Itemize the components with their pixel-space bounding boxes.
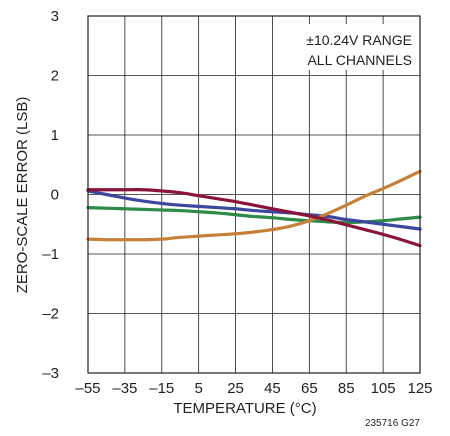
y-tick-label: 0 <box>51 187 59 204</box>
y-tick-labels: 3 2 1 0 –1 –2 –3 <box>42 8 59 382</box>
x-tick-label: –55 <box>75 380 100 397</box>
x-tick-label: 65 <box>301 380 318 397</box>
series-line-1 <box>86 189 422 231</box>
y-tick-label: 2 <box>51 68 59 85</box>
x-tick-label: –15 <box>149 380 174 397</box>
x-axis-title: TEMPERATURE (°C) <box>173 400 316 417</box>
y-tick-label: –2 <box>42 306 59 323</box>
figure-code: 235716 G27 <box>365 418 420 429</box>
x-tick-label: 125 <box>407 380 432 397</box>
y-axis-title: ZERO-SCALE ERROR (LSB) <box>14 97 31 294</box>
annotation-backdrop <box>275 24 415 70</box>
x-tick-label: –35 <box>112 380 137 397</box>
x-tick-labels: –55 –35 –15 5 25 45 65 85 105 125 <box>75 380 432 397</box>
x-tick-label: 25 <box>227 380 244 397</box>
series-layer <box>86 169 422 248</box>
series-line-3 <box>86 188 422 248</box>
annotation-range: ±10.24V RANGE <box>306 32 412 48</box>
x-tick-label: 85 <box>338 380 355 397</box>
y-tick-label: –3 <box>42 365 59 382</box>
annotation-channels: ALL CHANNELS <box>307 52 412 68</box>
x-tick-label: 45 <box>264 380 281 397</box>
series-line-4 <box>86 169 422 242</box>
y-tick-label: –1 <box>42 246 59 263</box>
plot-frame <box>87 15 421 374</box>
y-tick-label: 1 <box>51 127 59 144</box>
x-tick-label: 105 <box>371 380 396 397</box>
y-tick-label: 3 <box>51 8 59 25</box>
x-tick-label: 5 <box>194 380 202 397</box>
